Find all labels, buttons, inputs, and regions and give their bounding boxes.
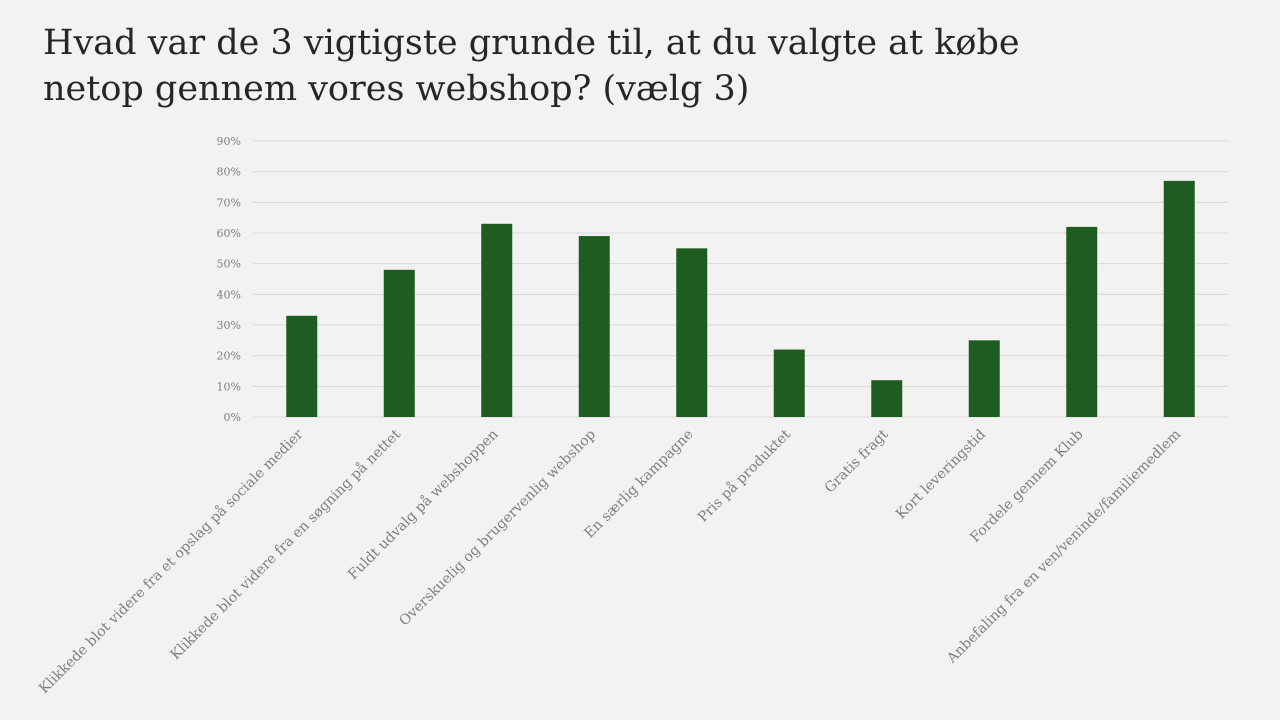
x-tick-label-6: Gratis fragt xyxy=(822,426,892,496)
page-title: Hvad var de 3 vigtigste grunde til, at d… xyxy=(43,23,1020,109)
x-tick-label-5: Pris på produktet xyxy=(694,426,794,526)
x-tick-label-7: Kort leveringstid xyxy=(893,426,989,522)
x-tick-label-3: Overskuelig og brugervenlig webshop xyxy=(396,426,599,629)
y-tick-label-6: 60% xyxy=(217,227,241,240)
bar-7 xyxy=(968,340,1000,417)
bar-3 xyxy=(578,236,610,417)
y-tick-label-3: 30% xyxy=(217,319,241,332)
y-tick-label-7: 70% xyxy=(217,196,241,209)
y-tick-label-2: 20% xyxy=(217,350,241,363)
x-tick-label-2: Fuldt udvalg på webshoppen xyxy=(344,426,501,583)
x-tick-label-8: Fordele gennem Klub xyxy=(967,426,1086,545)
bar-9 xyxy=(1163,180,1195,417)
y-tick-label-1: 10% xyxy=(217,380,241,393)
bar-1 xyxy=(383,269,415,417)
x-tick-label-9: Anbefaling fra en ven/veninde/familiemed… xyxy=(943,427,1184,668)
x-tick-label-1: Klikkede blot videre fra en søgning på n… xyxy=(167,426,405,664)
bar-6 xyxy=(871,380,903,417)
y-tick-label-4: 40% xyxy=(217,288,241,301)
bar-4 xyxy=(676,248,708,417)
bar-5 xyxy=(773,349,805,417)
y-tick-label-8: 80% xyxy=(217,166,241,179)
y-tick-label-5: 50% xyxy=(217,258,241,271)
y-tick-label-0: 0% xyxy=(224,411,241,424)
y-tick-label-9: 90% xyxy=(217,135,241,148)
bar-0 xyxy=(286,315,318,417)
bar-2 xyxy=(481,223,513,417)
x-tick-label-4: En særlig kampagne xyxy=(581,427,696,542)
bar-8 xyxy=(1066,226,1098,417)
